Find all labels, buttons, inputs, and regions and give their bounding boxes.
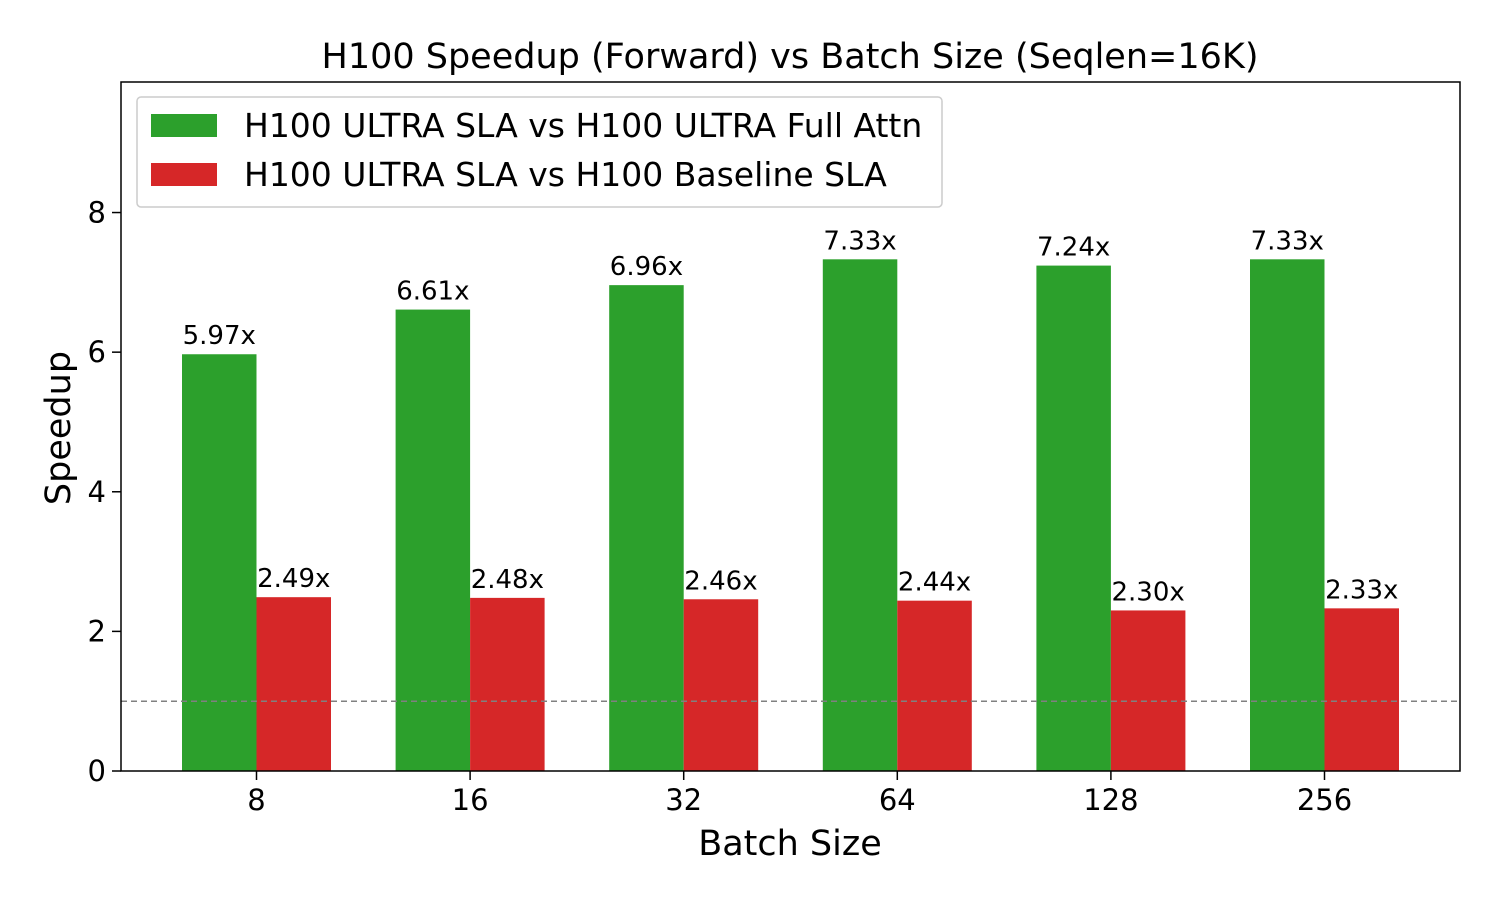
x-tick-label: 32 <box>665 783 702 817</box>
y-tick-label: 4 <box>88 475 106 509</box>
bar-value-label: 2.33x <box>1325 575 1398 605</box>
y-tick-label: 0 <box>88 754 106 788</box>
x-tick-label: 16 <box>452 783 489 817</box>
bar-baseline-sla <box>470 597 545 771</box>
y-tick-label: 6 <box>88 335 106 369</box>
plot-frame <box>120 81 1461 772</box>
chart-title: H100 Speedup (Forward) vs Batch Size (Se… <box>322 37 1259 77</box>
x-tick-label: 64 <box>879 783 916 817</box>
bar-full-attn <box>182 354 257 771</box>
bar-baseline-sla <box>683 599 759 771</box>
bar-full-attn <box>1250 259 1325 771</box>
y-axis-label: Speedup <box>39 351 79 505</box>
y-tick-label: 2 <box>88 614 106 648</box>
x-tick-label: 8 <box>247 783 265 817</box>
bar-full-attn <box>822 259 898 771</box>
x-axis-label: Batch Size <box>698 824 882 864</box>
bar-value-label: 2.49x <box>257 564 330 594</box>
legend: H100 ULTRA SLA vs H100 ULTRA Full Attn H1… <box>136 96 943 208</box>
bar-value-label: 5.97x <box>183 321 256 351</box>
legend-label: H100 ULTRA SLA vs H100 Baseline SLA <box>244 155 887 194</box>
bar-full-attn <box>609 285 684 771</box>
bar-baseline-sla <box>897 600 972 771</box>
bar-full-attn <box>1036 265 1111 771</box>
bar-value-label: 2.30x <box>1112 577 1185 607</box>
bar-value-label: 7.33x <box>823 226 896 256</box>
y-tick-label: 8 <box>88 196 106 230</box>
bar-baseline-sla <box>256 597 331 771</box>
x-tick-label: 128 <box>1083 783 1138 817</box>
bar-full-attn <box>395 309 471 771</box>
legend-label: H100 ULTRA SLA vs H100 ULTRA Full Attn <box>244 106 922 145</box>
bar-value-label: 6.61x <box>396 277 469 307</box>
bar-value-label: 2.46x <box>684 566 757 596</box>
bar-value-label: 2.48x <box>471 565 544 595</box>
legend-swatch <box>151 163 217 186</box>
bar-value-label: 6.96x <box>610 252 683 282</box>
bar-value-label: 7.33x <box>1251 226 1324 256</box>
bar-baseline-sla <box>1324 608 1399 771</box>
x-tick-label: 256 <box>1297 783 1352 817</box>
bar-value-label: 7.24x <box>1037 233 1110 263</box>
legend-swatch <box>151 114 217 137</box>
legend-box <box>136 96 943 208</box>
bar-baseline-sla <box>1110 610 1186 771</box>
bar-value-label: 2.44x <box>898 568 971 598</box>
plot-area: 0 2 4 6 8 5.97x 2.49x 8 6.61x 2.48x 16 6.96x 2.46x 32… <box>88 196 1460 817</box>
